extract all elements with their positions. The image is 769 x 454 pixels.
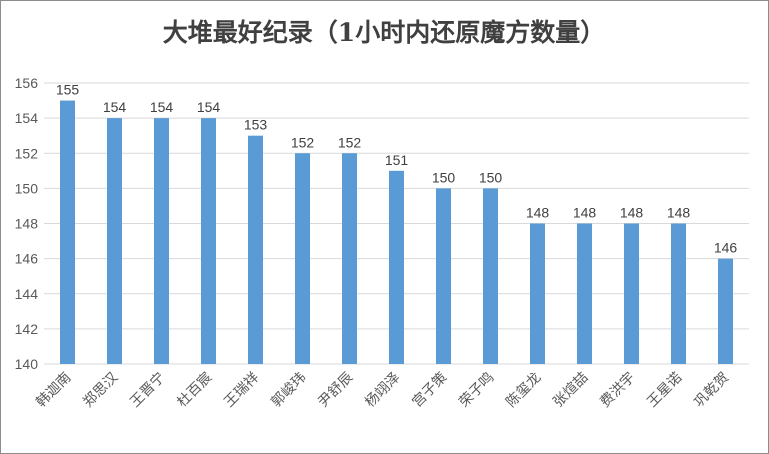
y-tick-label: 150 [15,180,39,196]
x-tick-label: 张煊喆 [550,370,591,411]
x-tick-label: 王瑞祥 [221,370,262,411]
bar [577,223,592,364]
bar [107,118,122,364]
data-label: 150 [479,169,503,185]
data-label: 155 [56,82,80,98]
data-label: 154 [197,99,221,115]
y-tick-label: 148 [15,216,39,232]
y-tick-label: 146 [15,251,39,267]
bar [530,223,545,364]
bar [624,223,639,364]
data-label: 148 [620,205,644,221]
x-tick-label: 郑思汉 [80,370,121,411]
x-tick-label: 郭峻玮 [268,369,310,411]
x-tick-label: 宫子策 [409,369,451,411]
bar [154,118,169,364]
bar [295,153,310,364]
x-axis-ticks: 韩迦南 郑思汉 王晋宁 杜百宸 王瑞祥 郭峻玮 尹舒辰 杨翊泽 宫子策 荣子鸣 陈玺龙 张煊喆 费洪宇王… [33,369,732,411]
bar [248,135,263,364]
data-labels: 155 154 154 154 153 152 152 151 150 150 148 148 148 1… [56,82,738,256]
x-tick-label: 韩迦南 [33,370,74,411]
bar [389,170,404,364]
x-tick-label: 尹舒辰 [315,370,356,411]
bars [60,100,733,364]
bar [718,258,733,364]
data-label: 152 [338,134,362,150]
y-tick-label: 142 [15,321,39,337]
x-tick-label: 巩乾贺 [691,370,732,411]
data-label: 148 [526,205,550,221]
y-tick-label: 144 [15,286,39,302]
y-tick-label: 152 [15,145,39,161]
bar [342,153,357,364]
data-label: 153 [244,117,268,133]
y-tick-label: 156 [15,75,39,91]
data-label: 154 [150,99,174,115]
bar [483,188,498,364]
x-tick-label: 荣子鸣 [456,369,498,411]
bar [60,100,75,364]
y-axis-ticks: 140 142 144 146 148 150 152 154 156 [15,75,39,372]
data-label: 154 [103,99,127,115]
y-tick-label: 140 [15,356,39,372]
data-label: 150 [432,169,456,185]
data-label: 152 [291,134,315,150]
bar [436,188,451,364]
y-tick-label: 154 [15,110,39,126]
data-label: 151 [385,152,409,168]
x-tick-label: 王星诺 [644,370,685,411]
x-tick-label: 费洪宇 [597,370,638,411]
x-tick-label: 陈玺龙 [503,369,545,411]
chart-title: 大堆最好纪录（1小时内还原魔方数量） [163,18,605,47]
data-label: 148 [667,205,691,221]
x-tick-label: 杨翊泽 [362,370,403,411]
x-tick-label: 杜百宸 [174,369,216,411]
x-tick-label: 王晋宁 [127,369,169,411]
data-label: 146 [714,240,738,256]
data-label: 148 [573,205,597,221]
bar [201,118,216,364]
bar [671,223,686,364]
